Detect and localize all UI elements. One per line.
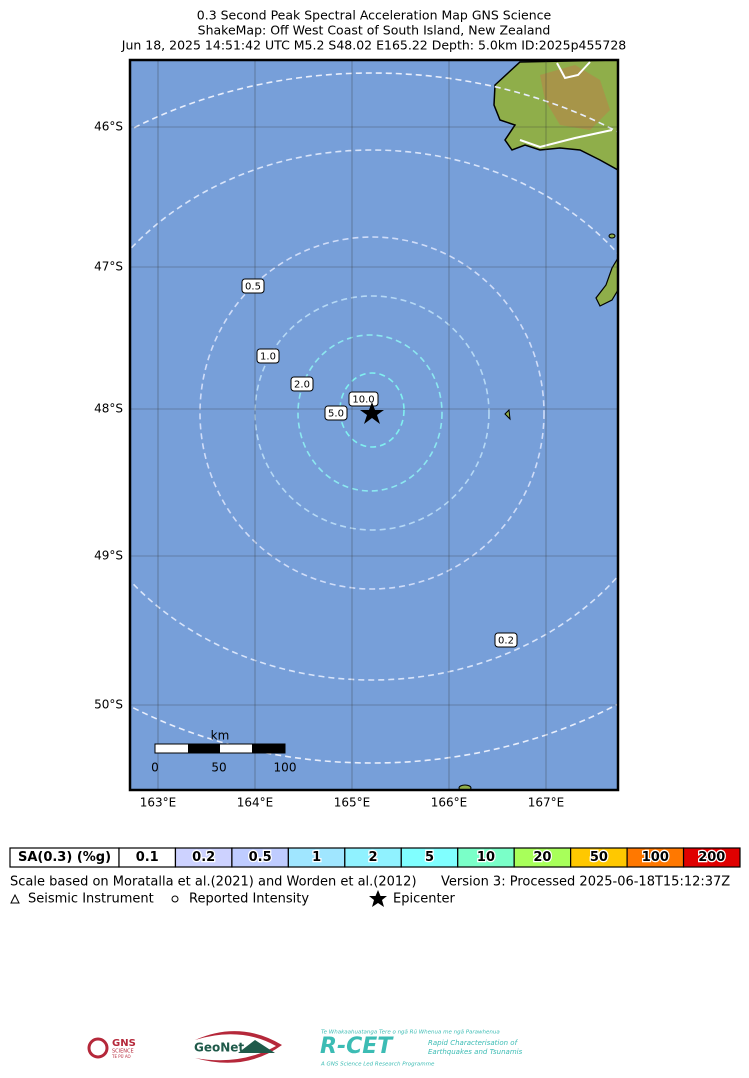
title: 0.3 Second Peak Spectral Acceleration Ma… bbox=[197, 8, 552, 23]
lat-label: 46°S bbox=[94, 120, 123, 134]
graticule bbox=[130, 60, 618, 790]
instrument-symbol bbox=[10, 893, 20, 904]
island bbox=[608, 233, 616, 239]
title: Jun 18, 2025 14:51:42 UTC M5.2 S48.02 E1… bbox=[121, 38, 627, 53]
geonet-logo: GeoNet bbox=[194, 1031, 282, 1063]
contour-label: 10.0 bbox=[352, 395, 374, 406]
contour-label: 5.0 bbox=[328, 409, 344, 420]
legend-label: 5 bbox=[425, 850, 434, 865]
logo-text: GNS bbox=[112, 1038, 136, 1049]
logo-text: GeoNet bbox=[194, 1041, 244, 1055]
contour bbox=[254, 295, 490, 531]
contours bbox=[130, 72, 618, 764]
contour-label: 2.0 bbox=[294, 380, 310, 391]
legend-label: 50 bbox=[590, 850, 608, 865]
legend-label: 0.1 bbox=[136, 850, 159, 865]
legend-label: 2 bbox=[369, 850, 378, 865]
logo-text: SCIENCE bbox=[112, 1049, 134, 1055]
scale-tick: 50 bbox=[211, 761, 226, 775]
gns-logo: GNS SCIENCE TE PŪ AO bbox=[87, 1037, 136, 1059]
scale-unit: km bbox=[211, 729, 230, 743]
logo-text: Earthquakes and Tsunamis bbox=[428, 1048, 523, 1056]
legend-label: 0.2 bbox=[192, 850, 215, 865]
scale-segment bbox=[188, 744, 220, 753]
scale-tick: 100 bbox=[274, 761, 297, 775]
lat-label: 49°S bbox=[94, 549, 123, 563]
logo-text: TE PŪ AO bbox=[111, 1054, 131, 1059]
footer-version: Version 3: Processed 2025-06-18T15:12:37… bbox=[441, 875, 730, 890]
lat-label: 50°S bbox=[94, 698, 123, 712]
legend-label: 100 bbox=[642, 850, 669, 865]
legend-title: SA(0.3) (%g) bbox=[18, 850, 111, 865]
symbol-label: Epicenter bbox=[393, 892, 456, 907]
contour-label: 0.5 bbox=[245, 282, 261, 293]
geonet-swoosh bbox=[195, 1031, 282, 1063]
land-relief bbox=[540, 65, 610, 130]
lon-label: 167°E bbox=[528, 796, 565, 810]
scale-bar: km 0 50 100 bbox=[151, 729, 296, 775]
epicenter-symbol bbox=[369, 890, 387, 907]
scale-tick: 0 bbox=[151, 761, 159, 775]
symbol-label: Seismic Instrument bbox=[28, 892, 154, 907]
legend-label: 200 bbox=[698, 850, 725, 865]
lat-label: 48°S bbox=[94, 402, 123, 416]
logo-text: A GNS Science Led Research Programme bbox=[320, 1062, 435, 1068]
legend-label: 1 bbox=[312, 850, 321, 865]
intensity-symbol bbox=[171, 895, 179, 903]
map bbox=[130, 60, 618, 790]
legend: SA(0.3) (%g) 0.1 0.2 0.5 1 2 5 10 20 50 100 200 bbox=[9, 847, 741, 868]
contour bbox=[199, 236, 545, 590]
logo-text: Te Whakaahuatanga Tere o ngā Rū Whenua m… bbox=[321, 1030, 500, 1036]
lat-labels: 46°S 47°S 48°S 49°S 50°S bbox=[94, 120, 123, 712]
contour-label: 0.2 bbox=[498, 636, 514, 647]
epicenter bbox=[360, 402, 384, 424]
geonet-mountain bbox=[238, 1040, 275, 1053]
island bbox=[504, 408, 511, 421]
legend-label: 10 bbox=[477, 850, 495, 865]
legend-cell bbox=[682, 847, 741, 868]
legend-label: 20 bbox=[533, 850, 551, 865]
title: ShakeMap: Off West Coast of South Island… bbox=[198, 23, 551, 38]
lon-label: 164°E bbox=[237, 796, 274, 810]
contour-labels: 0.5 1.0 2.0 5.0 10.0 0.2 bbox=[241, 278, 518, 648]
contour-label: 1.0 bbox=[260, 352, 276, 363]
gns-mark bbox=[87, 1037, 109, 1059]
contour bbox=[130, 72, 618, 764]
boundary bbox=[519, 129, 613, 149]
rcet-logo: Te Whakaahuatanga Tere o ngā Rū Whenua m… bbox=[320, 1030, 523, 1068]
ocean bbox=[130, 60, 618, 790]
footer-note: Scale based on Moratalla et al.(2021) an… bbox=[10, 875, 417, 890]
lat-label: 47°S bbox=[94, 260, 123, 274]
contour bbox=[297, 334, 443, 492]
contour bbox=[339, 372, 405, 448]
scale-segment bbox=[252, 744, 285, 753]
legend-label: 0.5 bbox=[249, 850, 272, 865]
symbol-label: Reported Intensity bbox=[189, 892, 309, 907]
boundary bbox=[556, 61, 591, 80]
lon-label: 165°E bbox=[334, 796, 371, 810]
lon-labels: 163°E 164°E 165°E 166°E 167°E bbox=[140, 796, 565, 810]
logo-text: Rapid Characterisation of bbox=[428, 1039, 519, 1047]
contour bbox=[130, 149, 618, 681]
map-frame bbox=[128, 58, 620, 792]
lon-label: 166°E bbox=[431, 796, 468, 810]
logo-text: R-CET bbox=[320, 1034, 394, 1059]
lon-label: 163°E bbox=[140, 796, 177, 810]
